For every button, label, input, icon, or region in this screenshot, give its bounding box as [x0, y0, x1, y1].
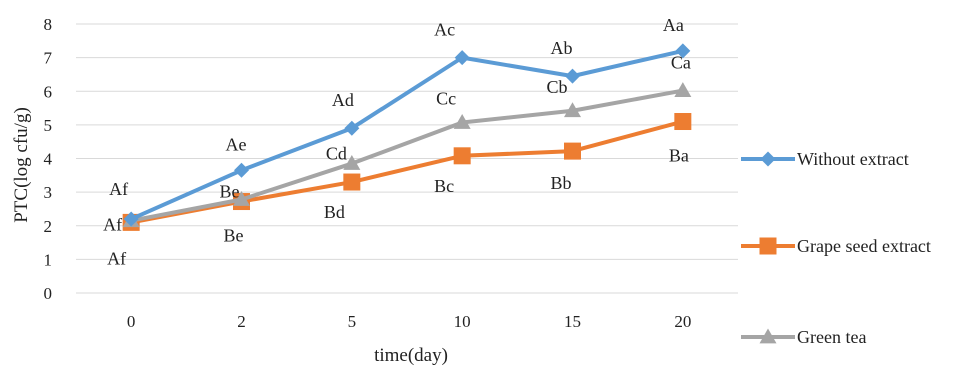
data-label-green-tea-20: Ca	[671, 53, 691, 73]
legend-item-green-tea: Green tea	[741, 327, 866, 347]
point-without-extract-20	[675, 43, 691, 59]
point-without-extract-10	[454, 50, 470, 66]
legend-marker-without-extract	[760, 151, 776, 167]
y-tick-label-2: 2	[44, 217, 53, 236]
x-tick-label-10: 10	[454, 312, 471, 331]
y-axis-title: PTC(log cfu/g)	[11, 107, 32, 223]
y-tick-label-0: 0	[44, 284, 53, 303]
point-green-tea-5	[343, 155, 361, 170]
data-labels: Af Ae Ad Ac Ab Aa Af Be Bd Bc Bb Ba Af Be Cd Cc Cb Ca	[103, 15, 691, 269]
point-green-tea-15	[564, 102, 581, 118]
data-label-grape-seed-extract-0: Af	[103, 214, 122, 234]
series-group	[122, 43, 692, 231]
series-line-green-tea	[129, 88, 685, 223]
data-label-green-tea-10: Cc	[436, 89, 456, 109]
y-tick-label-8: 8	[44, 15, 53, 34]
series-line-without-extract	[129, 48, 685, 222]
point-green-tea-20	[674, 82, 692, 97]
data-label-without-extract-20: Aa	[663, 15, 684, 35]
legend-item-grape-seed-extract: Grape seed extract	[741, 236, 931, 256]
data-label-without-extract-15: Ab	[551, 38, 573, 58]
legend-label-without-extract: Without extract	[797, 149, 909, 169]
point-without-extract-15	[565, 68, 580, 84]
point-green-tea-2	[233, 191, 250, 206]
legend-item-without-extract: Without extract	[741, 149, 909, 169]
x-tick-label-5: 5	[348, 312, 357, 331]
series-line-grape-seed-extract	[129, 119, 685, 225]
series-without-extract	[123, 43, 691, 227]
data-label-grape-seed-extract-5: Bd	[324, 202, 345, 222]
point-green-tea-10	[453, 114, 471, 129]
y-tick-label-1: 1	[44, 250, 53, 269]
point-grape-seed-extract-15	[564, 142, 581, 160]
point-grape-seed-extract-20	[674, 113, 692, 131]
data-label-grape-seed-extract-2: Be	[224, 226, 244, 246]
legend-label-grape-seed-extract: Grape seed extract	[797, 236, 931, 256]
point-without-extract-2	[234, 162, 249, 178]
point-grape-seed-extract-10	[453, 147, 471, 165]
y-tick-label-4: 4	[44, 150, 53, 169]
y-tick-label-5: 5	[44, 116, 53, 135]
y-tick-label-7: 7	[44, 49, 53, 68]
series-green-tea	[122, 82, 692, 228]
data-label-grape-seed-extract-10: Bc	[434, 176, 454, 196]
legend-label-green-tea: Green tea	[797, 327, 866, 347]
data-label-without-extract-2: Ae	[226, 134, 247, 154]
axes: 0 1 2 3 4 5 6 7 8 0 2 5 10 15 20	[44, 15, 738, 331]
data-label-without-extract-5: Ad	[332, 90, 354, 110]
data-label-grape-seed-extract-20: Ba	[669, 146, 689, 166]
data-label-green-tea-15: Cb	[547, 77, 568, 97]
point-without-extract-0	[123, 211, 139, 227]
data-label-without-extract-10: Ac	[434, 20, 455, 40]
legend: Without extract Grape seed extract Green t…	[741, 149, 931, 347]
point-without-extract-5	[344, 120, 360, 136]
data-label-green-tea-2: Be	[220, 182, 240, 202]
legend-marker-green-tea	[759, 328, 777, 344]
data-label-green-tea-0: Af	[107, 249, 126, 269]
data-label-green-tea-5: Cd	[326, 144, 347, 164]
y-tick-label-3: 3	[44, 183, 53, 202]
series-grape-seed-extract	[122, 113, 692, 231]
x-axis-title: time(day)	[374, 345, 448, 366]
x-tick-label-2: 2	[237, 312, 246, 331]
data-label-grape-seed-extract-15: Bb	[551, 173, 572, 193]
data-label-without-extract-0: Af	[109, 179, 128, 199]
x-tick-label-15: 15	[564, 312, 581, 331]
y-tick-label-6: 6	[44, 82, 53, 101]
x-tick-label-0: 0	[127, 312, 136, 331]
legend-marker-grape-seed-extract	[759, 237, 777, 255]
x-tick-label-20: 20	[674, 312, 691, 331]
point-grape-seed-extract-5	[343, 173, 361, 191]
